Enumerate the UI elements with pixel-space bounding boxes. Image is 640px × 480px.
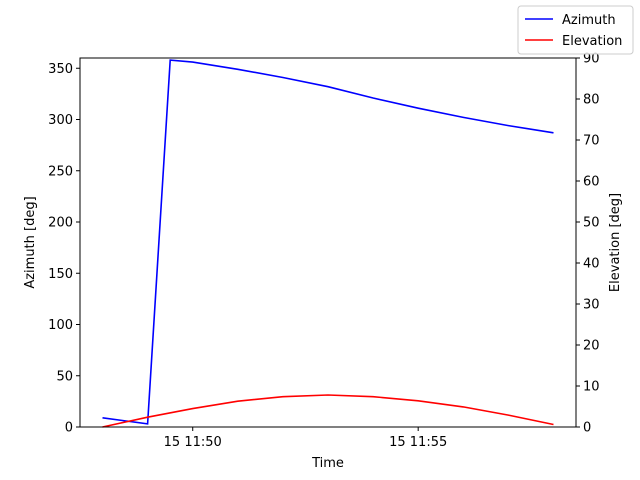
y2-tick-label: 30 — [583, 298, 600, 313]
y2-tick-label: 20 — [583, 339, 600, 354]
y2-axis-label: Elevation [deg] — [608, 193, 623, 292]
legend-box — [517, 5, 634, 55]
y2-tick-label: 80 — [583, 93, 600, 108]
y-axis-label: Azimuth [deg] — [23, 196, 38, 288]
y2-tick-label: 0 — [583, 421, 591, 436]
legend: Azimuth Elevation — [517, 5, 634, 55]
y2-tick-label: 60 — [583, 175, 600, 190]
y2-tick-label: 50 — [583, 216, 600, 231]
y2-tick-label: 70 — [583, 134, 600, 149]
y-tick-label: 150 — [48, 267, 73, 282]
y2-tick-label: 40 — [583, 257, 600, 272]
legend-label-elevation: Elevation — [562, 34, 622, 49]
y2-tick-label: 90 — [583, 52, 600, 67]
plot-area — [102, 59, 554, 428]
y-tick-label: 250 — [48, 164, 73, 179]
plot-frame — [79, 57, 577, 428]
x-tick-label: 15 11:55 — [389, 435, 447, 450]
series-line-elevation — [102, 394, 554, 428]
y-tick-label: 200 — [48, 216, 73, 231]
x-tick-label: 15 11:50 — [164, 435, 222, 450]
y-tick-label: 50 — [56, 369, 73, 384]
axis-ticks: 0 50 100 150 200 250 300 350 0 10 20 30 40 50 60 70 80 90… — [48, 52, 599, 451]
y-tick-label: 0 — [65, 421, 73, 436]
y-tick-label: 350 — [48, 62, 73, 77]
y2-tick-label: 10 — [583, 380, 600, 395]
x-axis-label: Time — [311, 456, 344, 471]
y-tick-label: 300 — [48, 113, 73, 128]
y-tick-label: 100 — [48, 318, 73, 333]
series-line-azimuth — [102, 59, 554, 425]
legend-label-azimuth: Azimuth — [562, 13, 616, 28]
